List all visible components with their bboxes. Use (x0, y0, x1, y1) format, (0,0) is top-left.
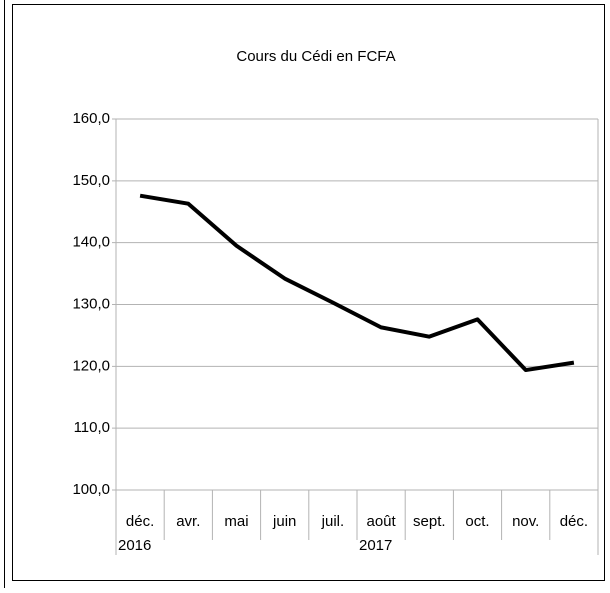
y-tick-label: 120,0 (72, 357, 110, 374)
x-tick-label: déc. (560, 513, 588, 530)
x-tick-label: oct. (465, 513, 489, 530)
x-tick-label: juin (272, 513, 296, 530)
x-tick-label: juil. (321, 513, 345, 530)
y-tick-label: 110,0 (74, 419, 110, 436)
data-line (139, 193, 575, 373)
x-tick-label: avr. (176, 513, 200, 530)
x-group-label: 2017 (359, 537, 392, 554)
y-tick-label: 140,0 (72, 234, 110, 251)
x-tick-label: déc. (126, 513, 154, 530)
y-tick-label: 100,0 (72, 481, 110, 498)
y-tick-label: 130,0 (72, 295, 110, 312)
x-tick-label: août (366, 513, 396, 530)
x-tick-label: nov. (512, 513, 539, 530)
x-tick-label: sept. (413, 513, 446, 530)
frame (12, 4, 605, 581)
chart-title: Cours du Cédi en FCFA (236, 48, 395, 65)
y-tick-label: 150,0 (72, 172, 110, 189)
x-group-label: 2016 (118, 537, 151, 554)
x-tick-label: mai (224, 513, 248, 530)
y-tick-label: 160,0 (72, 110, 110, 127)
